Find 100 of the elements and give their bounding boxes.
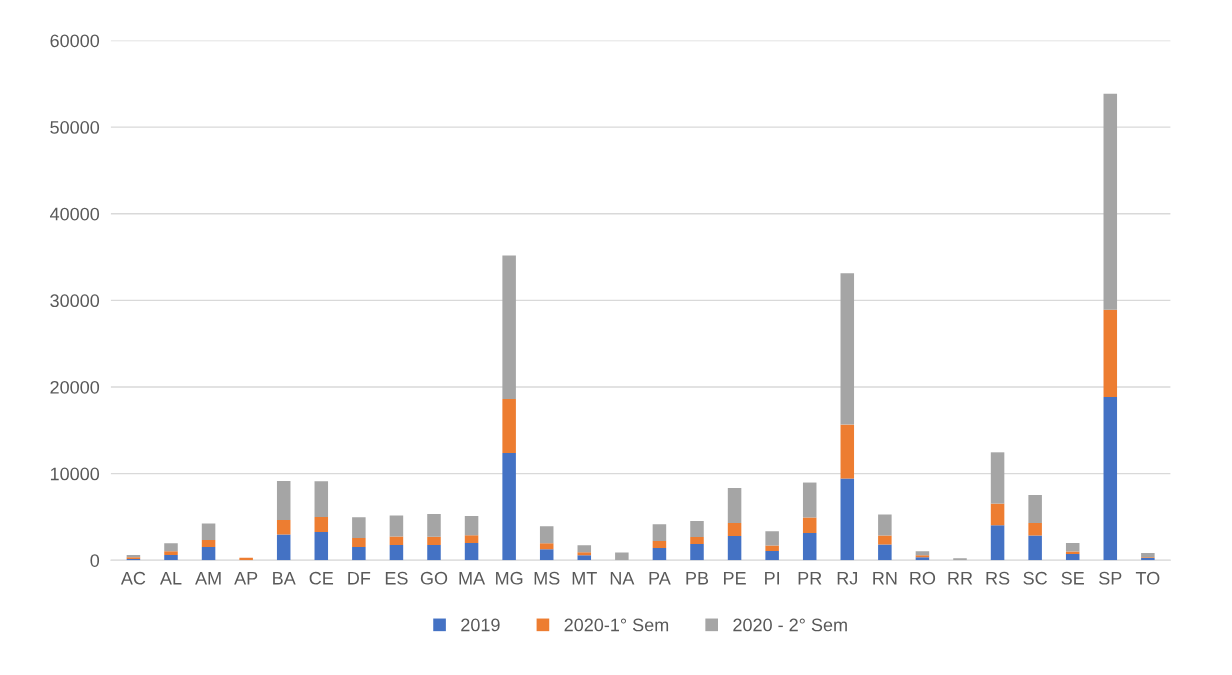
bar — [990, 525, 1005, 561]
x-tick-label: CE — [309, 571, 334, 585]
bar — [765, 550, 779, 561]
bar — [201, 539, 216, 547]
y-tick-label: 0 — [90, 554, 100, 567]
x-tick-label: MS — [534, 571, 560, 585]
bar — [201, 523, 216, 540]
x-tick-label: AM — [195, 572, 221, 585]
x-tick-label: NA — [610, 572, 635, 585]
x-tick-label: SP — [1099, 571, 1122, 585]
bar — [802, 532, 817, 561]
x-tick-label: MT — [572, 572, 597, 585]
y-tick-label: 10000 — [50, 467, 100, 481]
x-tick-label: AC — [120, 571, 146, 585]
bar — [990, 503, 1005, 526]
x-tick-label: MG — [496, 571, 523, 585]
bar — [464, 515, 479, 536]
bar — [690, 543, 704, 561]
bar — [577, 545, 592, 553]
bar — [577, 552, 592, 556]
x-tick-label: BA — [273, 572, 296, 585]
bar — [314, 516, 329, 532]
bar — [201, 546, 216, 561]
bar — [690, 536, 704, 544]
x-tick-label: PE — [724, 572, 746, 585]
bar — [352, 517, 366, 538]
bar — [652, 540, 667, 548]
x-tick-label: PR — [798, 572, 822, 585]
legend-label: 2020 - 2° Sem — [733, 618, 847, 632]
legend-label: 2019 — [461, 618, 500, 632]
bar — [276, 519, 291, 535]
x-tick-label: GO — [420, 571, 448, 585]
bar — [915, 551, 930, 556]
x-tick-label: TO — [1135, 571, 1160, 585]
bar — [427, 513, 441, 537]
x-tick-label: SE — [1061, 571, 1084, 585]
bar — [539, 549, 554, 561]
y-tick-label: 50000 — [50, 121, 100, 134]
bar — [1103, 93, 1118, 310]
bar — [878, 514, 892, 536]
bar — [464, 542, 479, 561]
bar — [276, 480, 291, 520]
bar — [1103, 309, 1118, 397]
bar — [314, 531, 329, 561]
x-tick-label: SC — [1023, 571, 1047, 585]
bar — [539, 543, 554, 550]
legend-label: 2020-1° Sem — [564, 618, 669, 632]
bar — [389, 515, 404, 537]
bar — [1028, 523, 1042, 536]
bar — [1028, 494, 1042, 523]
bar — [389, 544, 404, 561]
bar — [577, 555, 592, 561]
bar — [164, 554, 178, 561]
bar — [1065, 542, 1080, 552]
x-tick-label: MA — [459, 572, 486, 585]
bar — [502, 453, 516, 561]
y-tick-label: 20000 — [50, 380, 100, 394]
bar — [502, 255, 516, 399]
x-tick-label: PB — [686, 572, 709, 585]
bar — [727, 488, 742, 523]
x-tick-label: AP — [234, 572, 258, 585]
bar — [1103, 396, 1118, 561]
x-tick-label: RO — [910, 571, 936, 585]
x-tick-label: ES — [385, 571, 408, 585]
x-tick-label: RN — [873, 572, 897, 585]
bar — [1141, 552, 1155, 558]
bar — [539, 526, 554, 544]
bar — [990, 452, 1005, 504]
x-tick-label: RJ — [837, 572, 857, 585]
bar — [352, 537, 366, 547]
y-tick-label: 60000 — [50, 34, 100, 48]
bar — [1028, 535, 1042, 561]
x-tick-label: AL — [159, 572, 182, 585]
y-tick-label: 30000 — [50, 294, 100, 308]
bar — [727, 523, 742, 536]
bar — [765, 545, 779, 551]
x-tick-label: RR — [948, 572, 973, 585]
bar — [164, 551, 178, 555]
x-tick-label: PI — [765, 572, 780, 585]
bar — [840, 424, 855, 479]
bar — [840, 478, 855, 561]
bar — [615, 552, 629, 561]
bar — [502, 398, 516, 454]
bar — [427, 544, 441, 561]
bar — [878, 544, 892, 561]
x-tick-label: PA — [649, 572, 671, 585]
bar — [389, 536, 404, 545]
bar — [427, 536, 441, 545]
bar — [464, 535, 479, 543]
bar — [314, 481, 329, 517]
bar — [352, 546, 366, 561]
bar — [727, 536, 742, 561]
bar — [765, 531, 779, 546]
bar — [1065, 553, 1080, 561]
bar — [652, 547, 667, 561]
bar — [802, 482, 817, 518]
y-tick-label: 40000 — [49, 207, 100, 221]
x-tick-label: DF — [348, 572, 371, 585]
bar — [164, 543, 178, 552]
x-tick-label: RS — [986, 571, 1010, 585]
